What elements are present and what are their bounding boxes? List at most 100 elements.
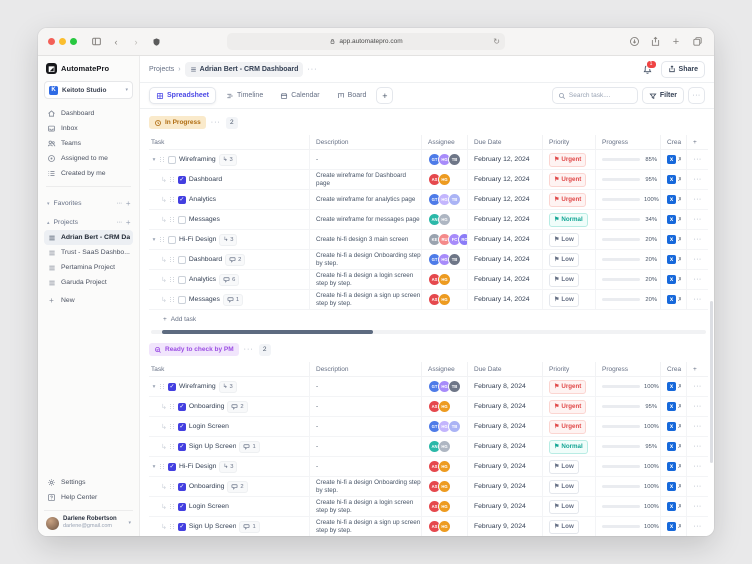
vertical-scrollbar[interactable] [710, 301, 713, 463]
comment-count-badge[interactable]: 2 [225, 254, 245, 266]
priority-cell[interactable]: ⚑Low [542, 477, 595, 496]
task-label[interactable]: Analytics [189, 196, 216, 203]
downloads-icon[interactable] [627, 35, 641, 49]
close-window-button[interactable] [48, 38, 55, 45]
task-label[interactable]: Login Screen [189, 423, 229, 430]
description-cell[interactable]: - [309, 457, 421, 476]
due-date-cell[interactable]: February 12, 2024 [467, 170, 542, 189]
share-button[interactable]: Share [661, 61, 705, 78]
row-actions-icon[interactable]: ··· [686, 497, 708, 516]
group-more-icon[interactable]: ··· [244, 346, 254, 353]
row-actions-icon[interactable]: ··· [686, 397, 708, 416]
description-cell[interactable]: Create wireframe for messages page [309, 210, 421, 229]
assignee-cell[interactable]: ASHG [421, 517, 467, 536]
task-checkbox[interactable]: ✓ [168, 463, 176, 471]
reload-icon[interactable]: ↻ [493, 38, 500, 46]
task-checkbox[interactable]: ✓ [178, 196, 186, 204]
sidebar-item-created-by-me[interactable]: Created by me [44, 166, 133, 181]
collapse-caret-icon[interactable]: ▾ [151, 384, 157, 390]
comment-count-badge[interactable]: 6 [219, 274, 239, 286]
progress-cell[interactable]: 100% [595, 477, 660, 496]
subtask-count-badge[interactable]: ↳3 [219, 461, 237, 473]
description-cell[interactable]: Create hi-fi a design a login screen ste… [309, 497, 421, 516]
priority-cell[interactable]: ⚑Low [542, 290, 595, 309]
group-status-badge[interactable]: In Progress [149, 116, 206, 129]
add-column-button[interactable]: + [686, 135, 708, 149]
sidebar-project-item[interactable]: Trust - SaaS Dashbo... [44, 245, 133, 260]
progress-cell[interactable]: 100% [595, 417, 660, 436]
column-header-description[interactable]: Description [309, 135, 421, 149]
assignee-cell[interactable]: ASHG [421, 457, 467, 476]
workspace-switcher[interactable]: K Keitoto Studio ▾ [44, 81, 133, 99]
row-actions-icon[interactable]: ··· [686, 270, 708, 289]
row-actions-icon[interactable]: ··· [686, 517, 708, 536]
tabs-overview-icon[interactable] [690, 35, 704, 49]
back-icon[interactable]: ‹ [109, 35, 123, 49]
drag-handle-icon[interactable] [170, 297, 175, 302]
drag-handle-icon[interactable] [170, 424, 175, 429]
task-checkbox[interactable] [178, 276, 186, 284]
description-cell[interactable]: Create hi-fi a design a sign up screen s… [309, 517, 421, 536]
drag-handle-icon[interactable] [170, 484, 175, 489]
scrollbar-thumb[interactable] [162, 330, 373, 334]
task-label[interactable]: Dashboard [189, 256, 222, 263]
horizontal-scrollbar[interactable] [151, 330, 706, 334]
assignee-cell[interactable]: GTHGTB [421, 190, 467, 209]
assignee-cell[interactable]: GTHGTB [421, 377, 467, 396]
file-cell[interactable]: xX [660, 210, 686, 229]
row-actions-icon[interactable]: ··· [686, 150, 708, 169]
file-cell[interactable]: xX [660, 437, 686, 456]
progress-cell[interactable]: 95% [595, 170, 660, 189]
task-label[interactable]: Login Screen [189, 503, 229, 510]
favorites-more-icon[interactable]: ··· [116, 200, 122, 207]
row-actions-icon[interactable]: ··· [686, 230, 708, 249]
column-header-priority[interactable]: Priority [542, 135, 595, 149]
description-cell[interactable]: Create hi-fi a design Onboarding step by… [309, 477, 421, 496]
group-status-badge[interactable]: Ready to check by PM [149, 343, 239, 356]
progress-cell[interactable]: 100% [595, 517, 660, 536]
column-header-crea[interactable]: Crea [660, 135, 686, 149]
progress-cell[interactable]: 95% [595, 437, 660, 456]
shield-icon[interactable] [149, 35, 163, 49]
subtask-count-badge[interactable]: ↳3 [219, 234, 237, 246]
priority-cell[interactable]: ⚑Normal [542, 210, 595, 229]
column-header-task[interactable]: Task [149, 362, 309, 376]
filter-button[interactable]: Filter [642, 87, 684, 104]
task-checkbox[interactable]: ✓ [178, 423, 186, 431]
assignee-cell[interactable]: ANHG [421, 210, 467, 229]
task-checkbox[interactable] [168, 236, 176, 244]
breadcrumb-more-icon[interactable]: ··· [307, 66, 317, 73]
tab-calendar[interactable]: Calendar [273, 87, 326, 104]
user-menu[interactable]: Darlene Robertson darlene@gmail.com ▾ [44, 510, 133, 530]
description-cell[interactable]: - [309, 150, 421, 169]
assignee-cell[interactable]: GTHGTB [421, 417, 467, 436]
minimize-window-button[interactable] [59, 38, 66, 45]
group-more-icon[interactable]: ··· [211, 119, 221, 126]
drag-handle-icon[interactable] [170, 277, 175, 282]
assignee-cell[interactable]: KERUFCRO [421, 230, 467, 249]
comment-count-badge[interactable]: 1 [223, 294, 243, 306]
breadcrumb-current[interactable]: Adrian Bert - CRM Dashboard [185, 62, 304, 77]
progress-cell[interactable]: 85% [595, 150, 660, 169]
file-cell[interactable]: xX [660, 270, 686, 289]
task-checkbox[interactable] [168, 156, 176, 164]
task-checkbox[interactable]: ✓ [178, 176, 186, 184]
priority-cell[interactable]: ⚑Urgent [542, 170, 595, 189]
sidebar-item-inbox[interactable]: Inbox [44, 121, 133, 136]
drag-handle-icon[interactable] [170, 177, 175, 182]
assignee-cell[interactable]: ASHG [421, 397, 467, 416]
new-project-button[interactable]: + New [44, 293, 133, 308]
file-cell[interactable]: xX [660, 477, 686, 496]
row-actions-icon[interactable]: ··· [686, 417, 708, 436]
progress-cell[interactable]: 20% [595, 270, 660, 289]
file-cell[interactable]: xX [660, 377, 686, 396]
due-date-cell[interactable]: February 12, 2024 [467, 210, 542, 229]
task-checkbox[interactable]: ✓ [178, 443, 186, 451]
progress-cell[interactable]: 100% [595, 190, 660, 209]
add-view-button[interactable]: + [376, 87, 393, 104]
due-date-cell[interactable]: February 8, 2024 [467, 397, 542, 416]
due-date-cell[interactable]: February 12, 2024 [467, 150, 542, 169]
progress-cell[interactable]: 100% [595, 457, 660, 476]
collapse-caret-icon[interactable]: ▾ [151, 237, 157, 243]
new-tab-icon[interactable]: + [669, 35, 683, 49]
